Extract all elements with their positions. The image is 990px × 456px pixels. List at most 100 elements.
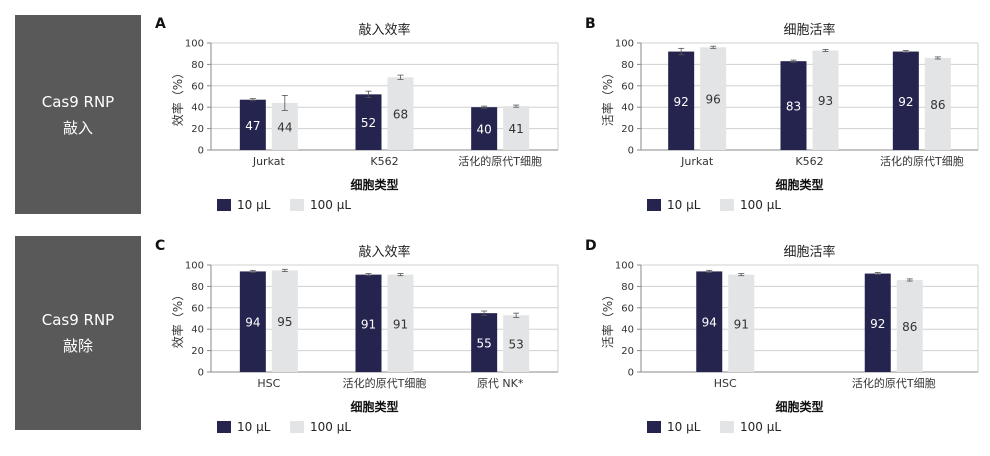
side-label-line2: 敲入 — [62, 118, 93, 137]
legend-label: 100 µL — [740, 420, 781, 434]
y-tick-label: 80 — [191, 60, 204, 71]
legend-swatch-10ul — [647, 421, 661, 433]
chart-title: 细胞活率 — [783, 244, 835, 260]
chart-title: 细胞活率 — [783, 22, 835, 38]
y-tick-label: 100 — [185, 39, 204, 50]
legend-swatch-100ul — [720, 421, 734, 433]
data-label: 86 — [902, 320, 917, 334]
legend-swatch-10ul — [217, 199, 231, 211]
x-tick-label: 活化的原代T细胞 — [458, 154, 542, 168]
side-label-line1: Cas9 RNP — [41, 311, 115, 329]
bar-10ul — [355, 94, 382, 150]
data-label: 86 — [930, 98, 945, 112]
bar-100ul — [700, 47, 727, 150]
y-tick-label: 60 — [621, 81, 634, 92]
y-axis-title: 效率（%） — [170, 67, 185, 126]
y-tick-label: 20 — [621, 346, 634, 357]
y-axis-title: 活率（%） — [600, 289, 615, 348]
y-tick-label: 100 — [615, 261, 634, 272]
panel-label: D — [585, 238, 597, 254]
data-label: 53 — [509, 338, 524, 352]
bar-10ul — [696, 271, 723, 372]
x-tick-label: 原代 NK* — [477, 377, 524, 390]
bar-100ul — [387, 77, 414, 150]
y-tick-label: 20 — [621, 124, 634, 135]
legend-label: 10 µL — [237, 198, 271, 212]
side-label-line2: 敲除 — [62, 337, 93, 355]
y-tick-label: 40 — [621, 325, 634, 336]
x-axis-title: 细胞类型 — [350, 177, 398, 192]
data-label: 47 — [245, 119, 260, 133]
chart-panel-a: A 敲入效率 0 20 40 60 80 100 效率（%） 47 44 Jurkat 52 68 K562… — [155, 16, 559, 212]
chart-panel-c: C 敲入效率 0 20 40 60 80 100 效率（%） 94 95 HSC 91 91 活化的原代T细… — [155, 238, 559, 434]
y-tick-label: 60 — [621, 303, 634, 314]
panel-label: B — [585, 16, 596, 32]
side-label-line1: Cas9 RNP — [41, 92, 115, 111]
legend-label: 10 µL — [667, 198, 701, 212]
y-tick-label: 80 — [621, 60, 634, 71]
x-axis-title: 细胞类型 — [775, 399, 823, 414]
data-label: 68 — [393, 108, 408, 122]
data-label: 91 — [361, 317, 376, 331]
bar-10ul — [780, 61, 807, 150]
bar-100ul — [503, 315, 530, 372]
chart-panel-d: D 细胞活率 0 20 40 60 80 100 活率（%） 94 91 HSC 92 86 活化的原代T细… — [585, 238, 979, 434]
legend-swatch-100ul — [290, 199, 304, 211]
y-tick-label: 20 — [191, 346, 204, 357]
x-tick-label: K562 — [795, 155, 823, 168]
panel-label: A — [155, 16, 166, 32]
data-label: 95 — [277, 315, 292, 329]
data-label: 96 — [706, 93, 721, 107]
bar-100ul — [503, 106, 530, 150]
bar-10ul — [668, 51, 695, 151]
legend-swatch-100ul — [290, 421, 304, 433]
data-label: 91 — [393, 317, 408, 331]
x-tick-label: Jurkat — [680, 155, 714, 168]
panel-label: C — [155, 238, 165, 254]
side-label-knock-in: Cas9 RNP 敲入 — [15, 15, 141, 214]
bar-100ul — [271, 270, 298, 372]
y-tick-label: 60 — [191, 81, 204, 92]
y-tick-label: 40 — [621, 103, 634, 114]
data-label: 52 — [361, 116, 376, 130]
y-tick-label: 80 — [191, 282, 204, 293]
data-label: 93 — [818, 94, 833, 108]
data-label: 92 — [898, 95, 913, 109]
x-tick-label: Jurkat — [252, 155, 286, 168]
data-label: 83 — [786, 100, 801, 114]
x-tick-label: 活化的原代T细胞 — [852, 376, 936, 390]
legend-swatch-100ul — [720, 199, 734, 211]
side-label-knock-out: Cas9 RNP 敲除 — [15, 236, 141, 430]
bar-100ul — [924, 57, 951, 151]
bar-10ul — [892, 51, 919, 151]
y-tick-label: 40 — [191, 325, 204, 336]
legend-label: 100 µL — [310, 420, 351, 434]
bar-10ul — [471, 313, 498, 372]
data-label: 94 — [702, 316, 717, 330]
x-tick-label: HSC — [714, 377, 737, 390]
legend-swatch-10ul — [647, 199, 661, 211]
x-axis-title: 细胞类型 — [775, 177, 823, 192]
data-label: 92 — [674, 95, 689, 109]
bar-100ul — [896, 279, 923, 372]
data-label: 92 — [870, 317, 885, 331]
chart-title: 敲入效率 — [358, 244, 410, 260]
y-tick-label: 20 — [191, 124, 204, 135]
y-axis-title: 效率（%） — [170, 289, 185, 348]
y-tick-label: 100 — [185, 261, 204, 272]
data-label: 44 — [277, 120, 292, 134]
data-label: 40 — [477, 123, 492, 137]
y-tick-label: 80 — [621, 282, 634, 293]
y-tick-label: 0 — [628, 368, 634, 379]
bar-100ul — [387, 274, 414, 372]
y-tick-label: 0 — [198, 146, 204, 157]
data-label: 91 — [734, 317, 749, 331]
data-label: 55 — [477, 337, 492, 351]
y-axis-title: 活率（%） — [600, 67, 615, 126]
legend-label: 100 µL — [310, 198, 351, 212]
legend-label: 10 µL — [667, 420, 701, 434]
chart-panel-b: B 细胞活率 0 20 40 60 80 100 活率（%） 92 96 Jurkat 83 93 K562… — [585, 16, 979, 212]
x-tick-label: 活化的原代T细胞 — [880, 154, 964, 168]
y-tick-label: 100 — [615, 39, 634, 50]
y-tick-label: 40 — [191, 103, 204, 114]
